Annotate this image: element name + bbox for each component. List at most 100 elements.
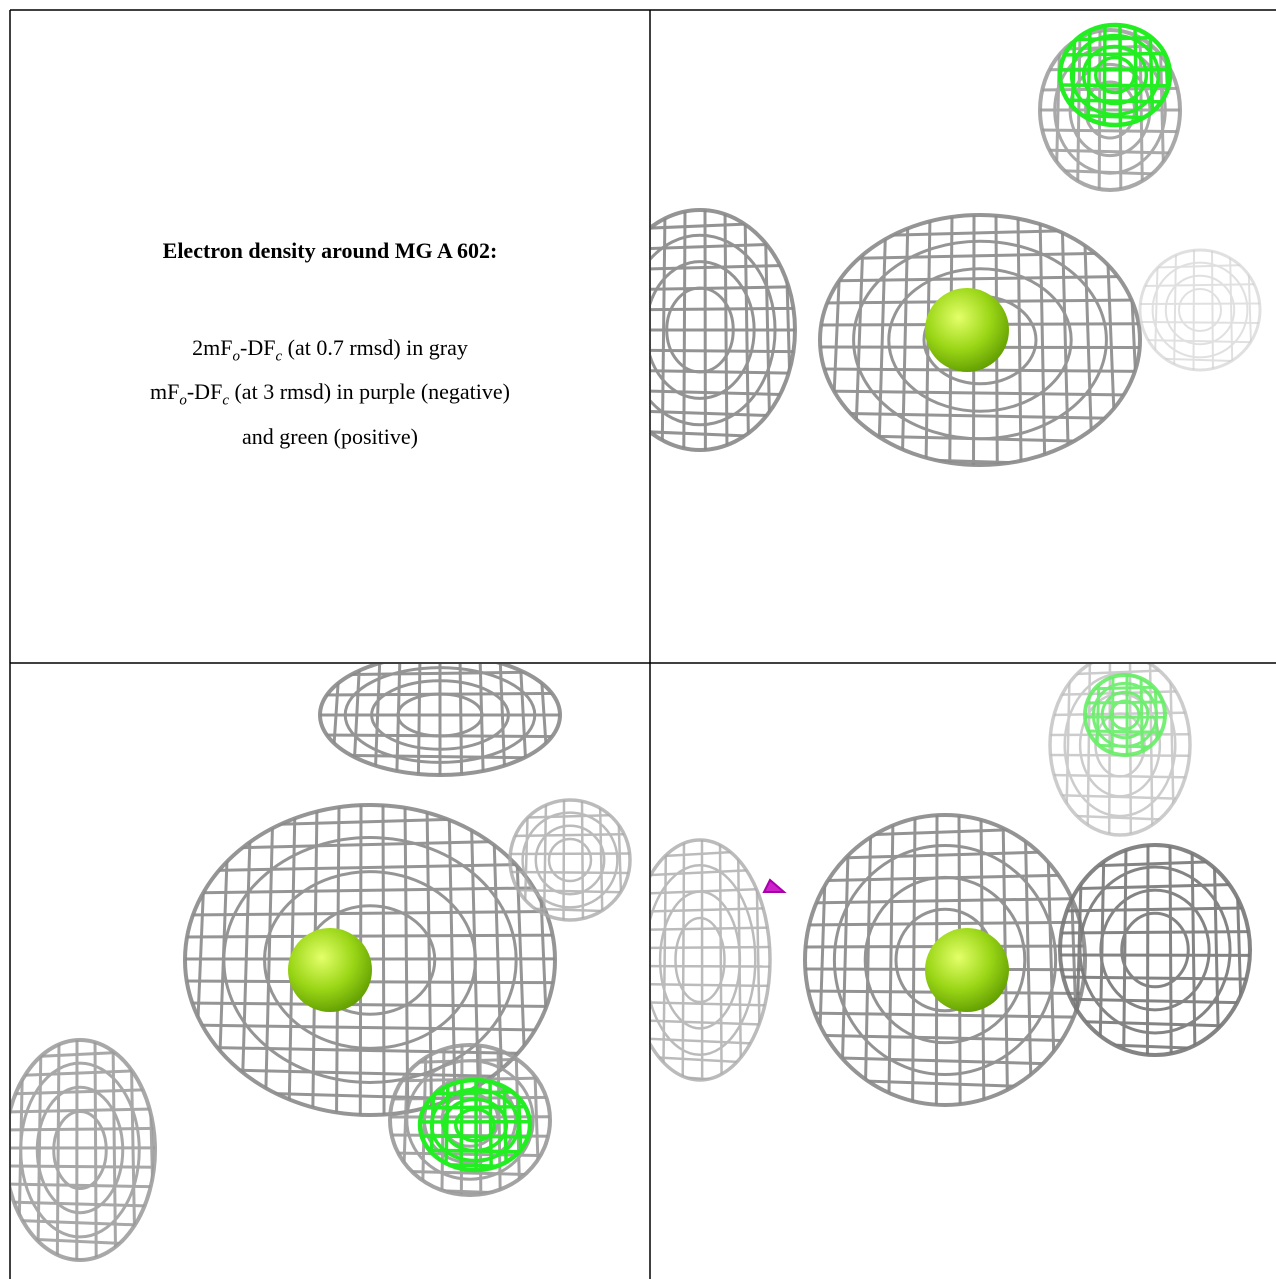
mesh-outline: [1083, 673, 1167, 757]
mesh-line: [662, 840, 668, 1080]
mesh-line: [11, 1218, 155, 1228]
text-run: 2mF: [192, 335, 233, 360]
mesh-ring: [263, 870, 477, 1050]
mesh-ring: [1094, 712, 1146, 778]
mesh-ring: [1151, 261, 1249, 359]
mesh-line: [651, 242, 795, 252]
mesh-line: [185, 933, 555, 939]
mesh-line: [1045, 815, 1057, 1105]
mesh-ring: [1164, 274, 1236, 346]
density-mesh: [320, 664, 560, 775]
mesh-line: [1060, 975, 1250, 981]
text-run: mF: [150, 379, 180, 405]
mesh-line: [185, 814, 555, 829]
mesh-outline: [1038, 28, 1182, 192]
mesh-line: [1234, 845, 1244, 1055]
mesh-line: [11, 1200, 155, 1208]
subscript: c: [275, 348, 283, 365]
mesh-line: [510, 870, 630, 875]
mesh-line: [900, 215, 910, 465]
mesh-line: [1140, 321, 1260, 324]
mesh-line: [619, 210, 625, 450]
mesh-line: [651, 906, 770, 914]
mesh-ring: [1081, 44, 1149, 106]
mesh-ring: [887, 267, 1073, 413]
mesh-ring: [35, 1085, 125, 1215]
mesh-line: [1145, 845, 1150, 1055]
mesh-line: [1082, 215, 1094, 465]
mesh-line: [36, 1040, 43, 1260]
mesh-line: [185, 886, 555, 895]
mesh-ring: [1069, 33, 1161, 117]
mesh-line: [1060, 215, 1071, 465]
mesh-line: [185, 1045, 555, 1056]
mesh-outline: [11, 1038, 157, 1262]
mesh-line: [11, 1164, 155, 1169]
mesh-line: [11, 1182, 155, 1189]
legend-line: 2mFo-DFc (at 0.7 rmsd) in gray: [10, 330, 650, 374]
mesh-line: [11, 1088, 155, 1096]
mesh-line: [1211, 250, 1214, 370]
mesh-ring: [1094, 55, 1136, 95]
mesh-ring: [441, 1097, 509, 1153]
mesh-line: [1168, 845, 1173, 1055]
mesh-line: [532, 1045, 541, 1195]
mesh-line: [651, 306, 795, 312]
mesh-outline: [651, 208, 797, 452]
mesh-line: [1050, 648, 1190, 655]
mesh-line: [1140, 357, 1260, 363]
mesh-ring: [1091, 681, 1159, 749]
mesh-line: [1016, 215, 1023, 465]
mesh-ring: [651, 260, 756, 400]
mesh-line: [863, 815, 873, 1105]
mesh-ring: [665, 286, 735, 374]
text-run: and green (positive): [242, 423, 418, 449]
mesh-line: [1086, 664, 1092, 835]
mesh-line: [805, 1033, 1085, 1043]
text-panel: Electron density around MG A 602: 2mFo-D…: [10, 10, 650, 663]
text-run: -DF: [240, 335, 276, 360]
mesh-ring: [521, 811, 619, 909]
mesh-line: [1040, 148, 1180, 155]
mesh-outline: [417, 1077, 533, 1173]
render-panel: [0, 664, 632, 1262]
mesh-line: [1229, 250, 1234, 370]
mesh-ring: [429, 1087, 521, 1163]
mesh-line: [488, 1080, 493, 1170]
mesh-line: [0, 1040, 5, 1260]
mesh-line: [597, 210, 605, 450]
mg-ion: [925, 288, 1009, 372]
negative-density: [762, 878, 787, 893]
mesh-line: [820, 411, 1140, 421]
text-run: -DF: [186, 379, 223, 405]
mesh-line: [459, 1080, 464, 1170]
mesh-ring: [343, 666, 537, 764]
mesh-line: [11, 1126, 155, 1132]
mesh-outline: [388, 1043, 552, 1197]
mesh-ring: [1120, 911, 1190, 989]
mesh-line: [1050, 732, 1190, 737]
text-run: (at 3 rmsd) in purple (negative): [228, 379, 510, 405]
mesh-line: [1122, 845, 1128, 1055]
mesh-line: [887, 815, 895, 1105]
subscript: c: [222, 392, 229, 409]
mesh-line: [651, 428, 795, 440]
mesh-line: [580, 800, 585, 920]
mesh-line: [651, 926, 770, 932]
mesh-line: [185, 805, 187, 1115]
mesh-ring: [651, 863, 757, 1057]
mesh-line: [651, 220, 795, 232]
mesh-line: [805, 1011, 1085, 1019]
mesh-line: [651, 1054, 770, 1065]
mesh-line: [651, 1000, 770, 1007]
mesh-line: [651, 263, 795, 272]
mesh-line: [185, 862, 555, 873]
mesh-line: [820, 227, 1140, 239]
mesh-line: [1212, 845, 1221, 1055]
mg-ion: [288, 928, 372, 1012]
mesh-line: [651, 848, 770, 860]
mesh-line: [651, 388, 795, 397]
mesh-line: [681, 840, 686, 1080]
